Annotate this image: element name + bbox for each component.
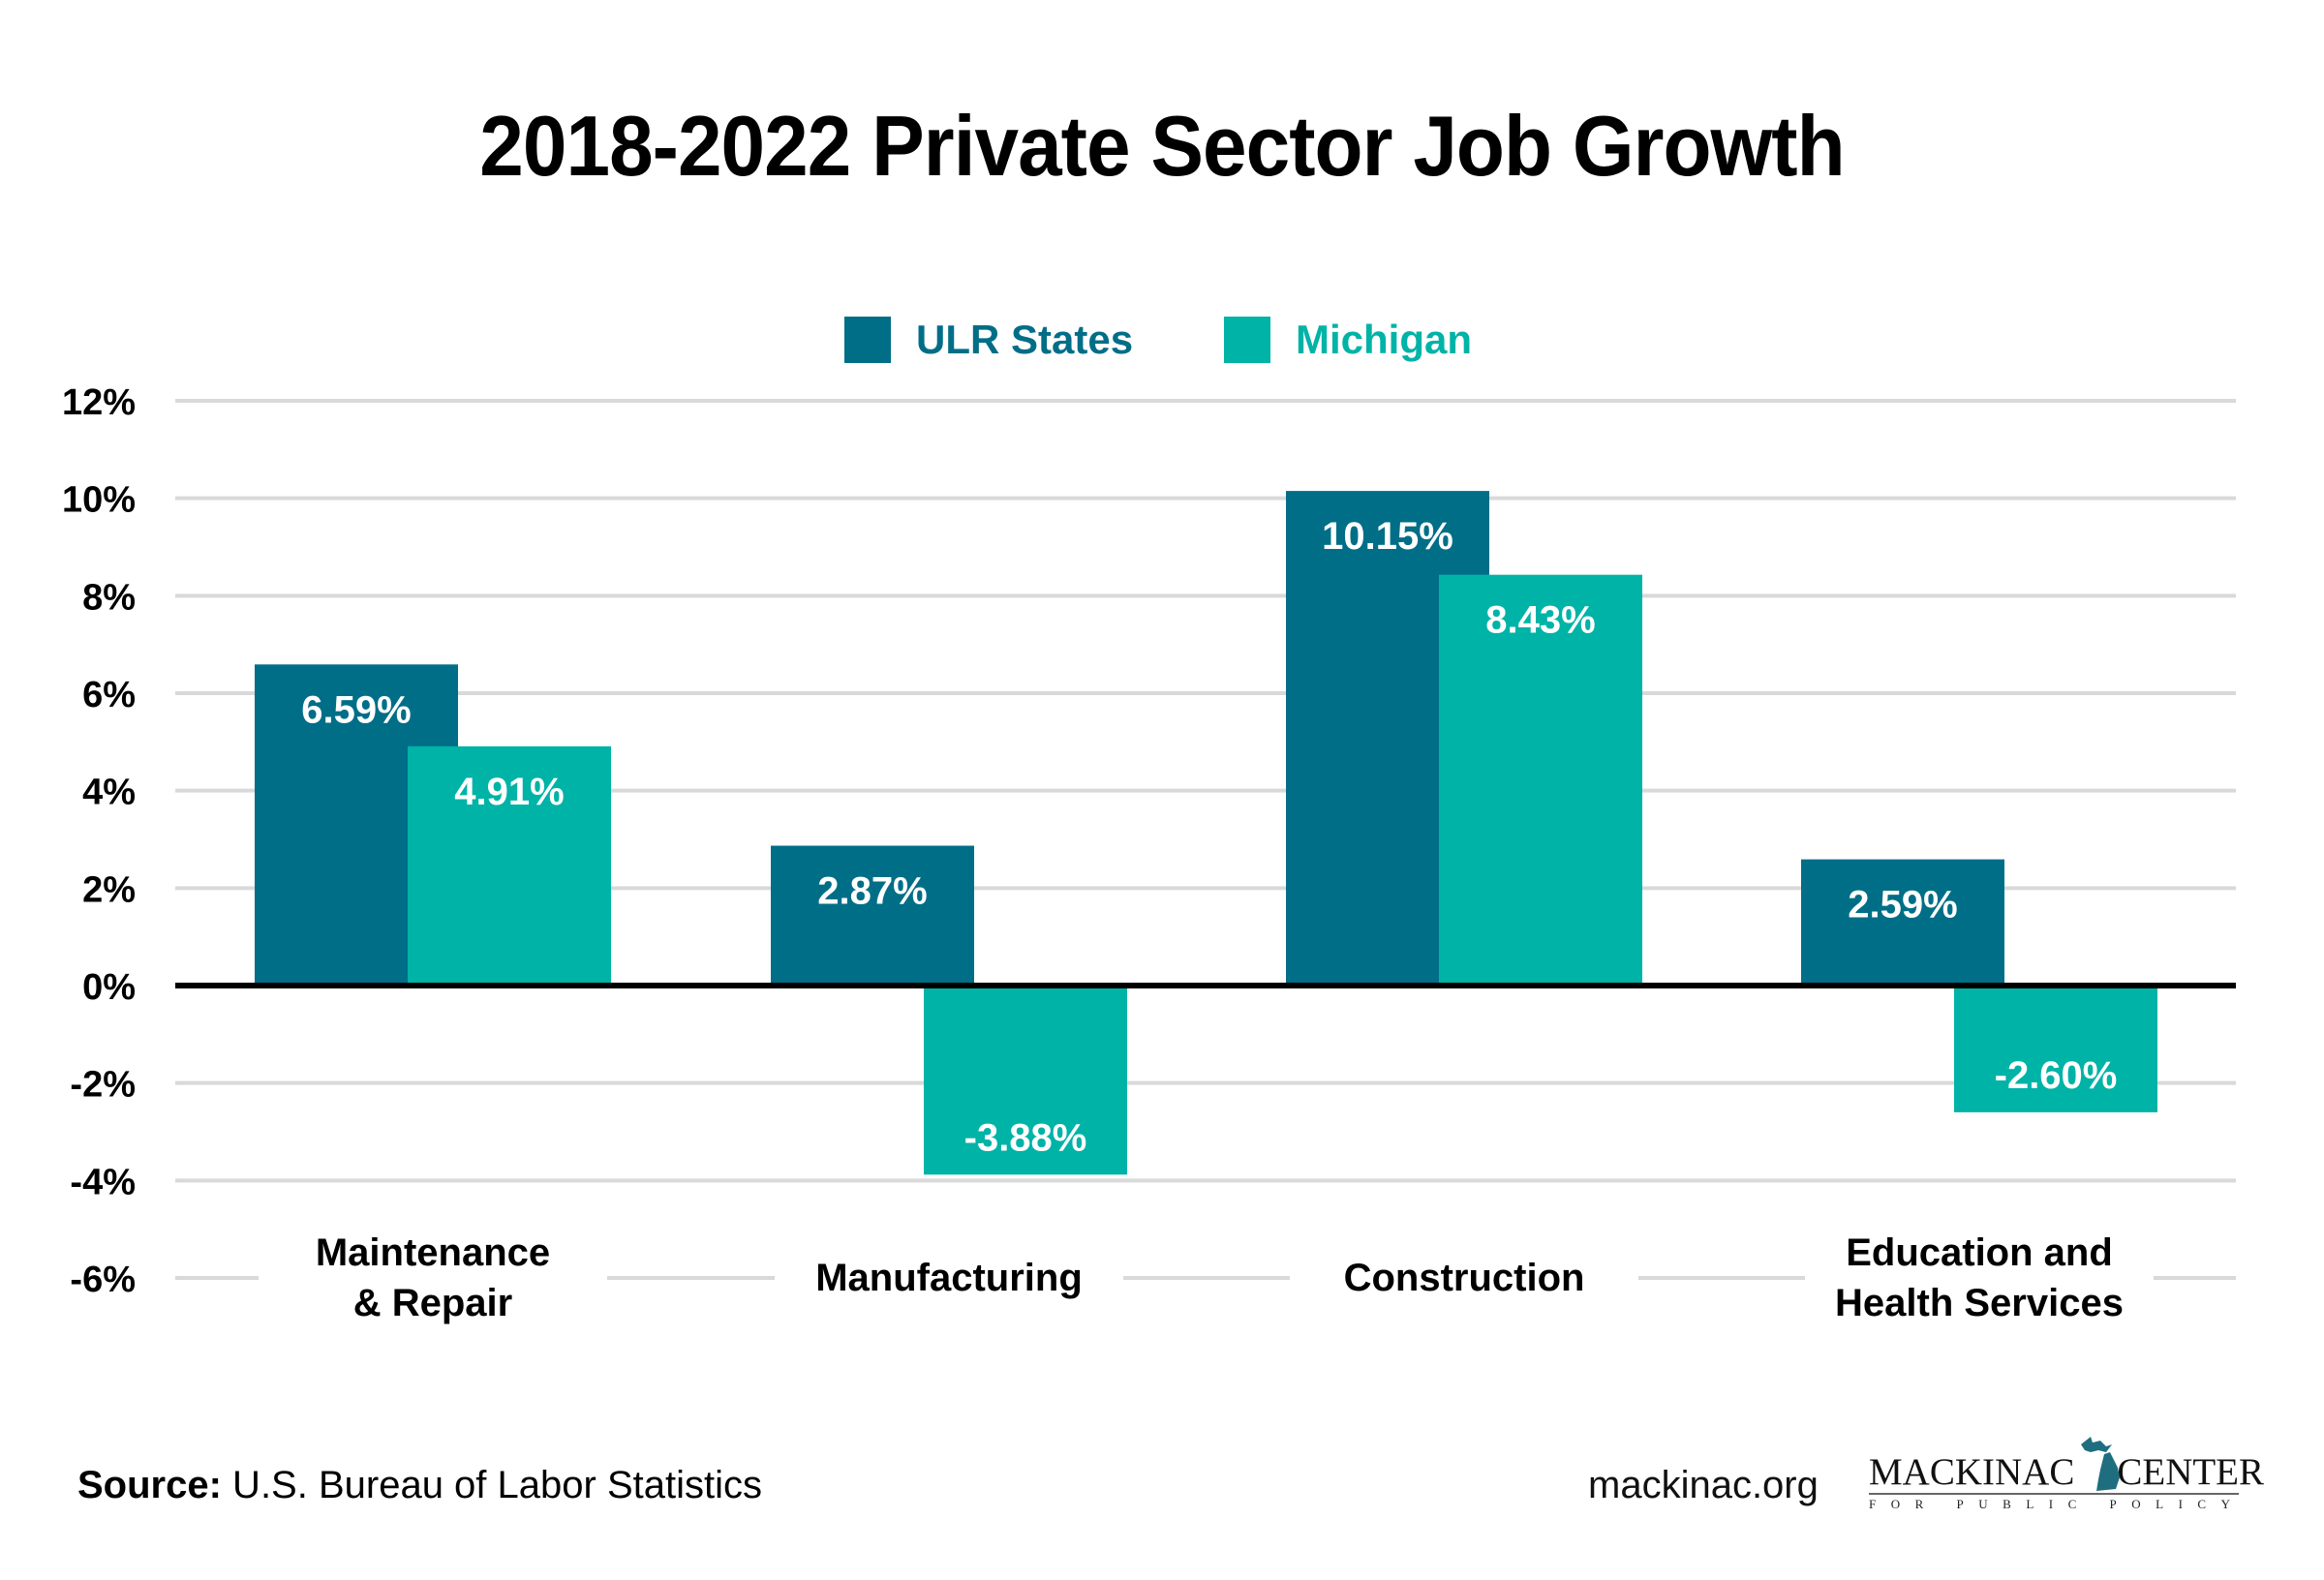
y-tick-label: 6% — [82, 675, 136, 715]
bar-ulr-states — [771, 845, 974, 986]
legend-swatch-ulr-states — [844, 317, 891, 363]
mackinac-center-logo[interactable]: MACKINAC CENTER FOR PUBLIC POLICY — [1869, 1435, 2264, 1512]
y-tick-label: -6% — [70, 1260, 136, 1300]
legend-label-michigan: Michigan — [1296, 317, 1473, 362]
bar-michigan — [408, 745, 611, 986]
value-label: -3.88% — [964, 1116, 1087, 1159]
bar-michigan — [1439, 574, 1642, 986]
category-label: Education and Health Services — [1805, 1228, 2154, 1328]
legend: ULR States Michigan — [0, 316, 2324, 366]
value-label: 6.59% — [301, 688, 411, 731]
value-label: 2.59% — [1848, 884, 1957, 927]
y-tick-label: 10% — [62, 480, 136, 521]
y-tick-label: -2% — [70, 1065, 136, 1106]
bar-michigan — [1954, 988, 2157, 1112]
logo-word-right: CENTER — [2117, 1451, 2265, 1493]
y-tick-label: 12% — [62, 382, 136, 423]
category-label: Maintenance & Repair — [259, 1228, 607, 1328]
value-label: 8.43% — [1485, 599, 1595, 642]
website-link[interactable]: mackinac.org — [1588, 1464, 1819, 1506]
y-axis: 12% 10% 8% 6% 4% 2% 0% -2% -4% -6% — [62, 382, 136, 1300]
y-tick-label: -4% — [70, 1162, 136, 1202]
y-tick-label: 4% — [82, 773, 136, 813]
chart-title: 2018-2022 Private Sector Job Growth — [479, 98, 1845, 194]
logo-tagline: FOR PUBLIC POLICY — [1869, 1497, 2246, 1511]
legend-item-ulr-states[interactable]: ULR States — [844, 316, 1133, 364]
legend-label-ulr-states: ULR States — [916, 317, 1134, 362]
michigan-map-icon — [2081, 1437, 2120, 1491]
value-label: 10.15% — [1322, 515, 1453, 558]
logo-rule — [1869, 1493, 2239, 1495]
category-label: Manufacturing — [775, 1253, 1123, 1303]
legend-item-michigan[interactable]: Michigan — [1224, 316, 1472, 364]
source-label: Source: — [77, 1464, 222, 1506]
bars — [255, 491, 2157, 1175]
category-label: Construction — [1290, 1253, 1638, 1303]
source-text: U.S. Bureau of Labor Statistics — [221, 1464, 762, 1506]
value-label: 2.87% — [817, 870, 927, 913]
value-label: -2.60% — [1995, 1054, 2118, 1097]
value-labels: 6.59% 4.91% 2.87% -3.88% 10.15% 8.43% 2.59% -2.… — [301, 515, 2117, 1159]
legend-swatch-michigan — [1224, 317, 1270, 363]
bar-ulr-states — [1801, 859, 2004, 986]
bar-michigan — [924, 988, 1127, 1175]
y-tick-label: 0% — [82, 967, 136, 1008]
value-label: 4.91% — [454, 771, 564, 813]
y-tick-label: 8% — [82, 577, 136, 618]
logo-wordmark: MACKINAC CENTER — [1869, 1450, 2264, 1494]
source-note: Source: U.S. Bureau of Labor Statistics — [77, 1464, 762, 1507]
y-tick-label: 2% — [82, 869, 136, 910]
logo-word-left: MACKINAC — [1869, 1451, 2075, 1493]
